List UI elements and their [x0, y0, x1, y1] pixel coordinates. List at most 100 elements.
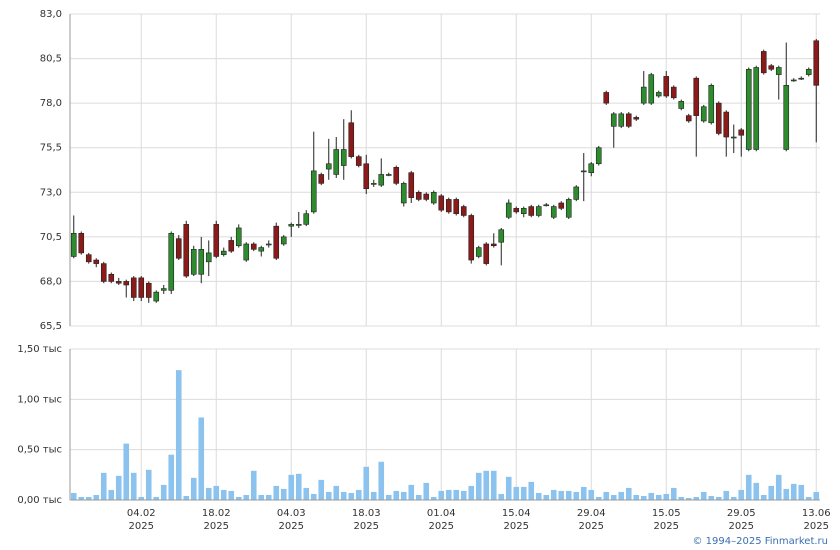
x-tick-label: 13.06 — [802, 508, 831, 519]
candle-body — [520, 208, 527, 214]
candle-body — [273, 225, 280, 259]
y-tick-label: 0,00 тыс — [17, 495, 62, 506]
candle-body — [588, 163, 595, 173]
candle-body — [528, 206, 535, 216]
candle-body — [663, 76, 670, 97]
candle-body — [558, 202, 565, 209]
candle-body — [543, 204, 550, 207]
volume-bar — [753, 482, 760, 500]
candle-body — [108, 273, 115, 282]
candle-body — [130, 277, 137, 298]
candle-body — [213, 224, 220, 257]
candle-body — [505, 202, 512, 218]
volume-bar — [423, 482, 430, 500]
volume-bar — [138, 496, 145, 500]
volume-bar — [198, 417, 205, 500]
volume-bar — [183, 495, 190, 500]
volume-bar — [708, 495, 715, 500]
volume-bar — [385, 494, 392, 500]
candle-body — [595, 147, 602, 165]
candle-body — [145, 282, 152, 298]
y-tick-label: 83,0 — [40, 9, 62, 20]
x-tick-label: 2025 — [579, 521, 604, 532]
volume-bar — [108, 489, 115, 500]
y-tick-label: 80,5 — [40, 54, 62, 65]
candle-body — [78, 232, 85, 254]
volume-bar — [295, 473, 302, 500]
volume-bar — [475, 472, 482, 500]
volume-bar — [325, 491, 332, 500]
volume-bar — [288, 474, 295, 500]
volume-bar — [400, 491, 407, 500]
volume-bar — [768, 485, 775, 500]
volume-bar — [415, 494, 422, 500]
volume-bar — [595, 496, 602, 500]
volume-bar — [438, 490, 445, 500]
volume-bar — [468, 485, 475, 500]
candle-body — [603, 92, 610, 104]
candle-body — [378, 174, 385, 186]
candle-body — [700, 106, 707, 122]
volume-bar — [663, 493, 670, 500]
volume-bar — [490, 470, 497, 500]
candle-body — [565, 199, 572, 218]
volume-bar — [505, 476, 512, 500]
y-tick-label: 78,0 — [40, 98, 62, 109]
volume-bar — [243, 494, 250, 500]
candle-body — [265, 243, 272, 246]
volume-bar — [715, 496, 722, 500]
candle-body — [288, 224, 295, 227]
candle-body — [385, 174, 392, 176]
candle-body — [753, 67, 760, 150]
volume-bar — [408, 484, 415, 500]
candle-body — [333, 149, 340, 175]
candle-body — [423, 193, 430, 200]
x-tick-label: 15.04 — [502, 508, 531, 519]
volume-bar — [558, 490, 565, 500]
candle-body — [318, 174, 325, 184]
candle-body — [468, 215, 475, 261]
volume-bar — [153, 496, 160, 500]
candle-body — [310, 170, 317, 213]
x-tick-label: 15.05 — [652, 508, 681, 519]
volume-bar — [588, 489, 595, 500]
volume-bar — [483, 470, 490, 500]
volume-bar — [190, 477, 197, 500]
candle-body — [93, 259, 100, 264]
candle-body — [708, 85, 715, 124]
x-tick-label: 2025 — [129, 521, 154, 532]
y-tick-label: 68,0 — [40, 276, 62, 287]
volume-bar — [775, 474, 782, 500]
volume-bar — [700, 491, 707, 500]
volume-bar — [693, 496, 700, 500]
candle-body — [235, 227, 242, 247]
volume-bar — [85, 496, 92, 500]
candle-body — [393, 167, 400, 184]
candle-body — [250, 243, 257, 250]
candle-body — [693, 77, 700, 116]
x-tick-label: 2025 — [654, 521, 679, 532]
volume-bar — [228, 490, 235, 500]
volume-bar — [258, 494, 265, 500]
volume-bar — [723, 490, 730, 500]
volume-bar — [798, 484, 805, 500]
x-tick-label: 2025 — [729, 521, 754, 532]
x-tick-label: 2025 — [504, 521, 529, 532]
x-tick-label: 2025 — [204, 521, 229, 532]
volume-bar — [760, 494, 767, 500]
candle-body — [498, 229, 505, 243]
volume-bar — [100, 472, 107, 500]
volume-bar — [453, 489, 460, 500]
candle-body — [580, 170, 587, 173]
volume-bar — [805, 496, 812, 500]
volume-bar — [235, 496, 242, 500]
volume-bar — [213, 485, 220, 500]
volume-bar — [303, 487, 310, 500]
candle-body — [783, 85, 790, 150]
volume-bar — [783, 488, 790, 500]
candle-body — [295, 224, 302, 226]
volume-bar — [393, 490, 400, 500]
candle-body — [370, 183, 377, 185]
candle-body — [228, 240, 235, 252]
